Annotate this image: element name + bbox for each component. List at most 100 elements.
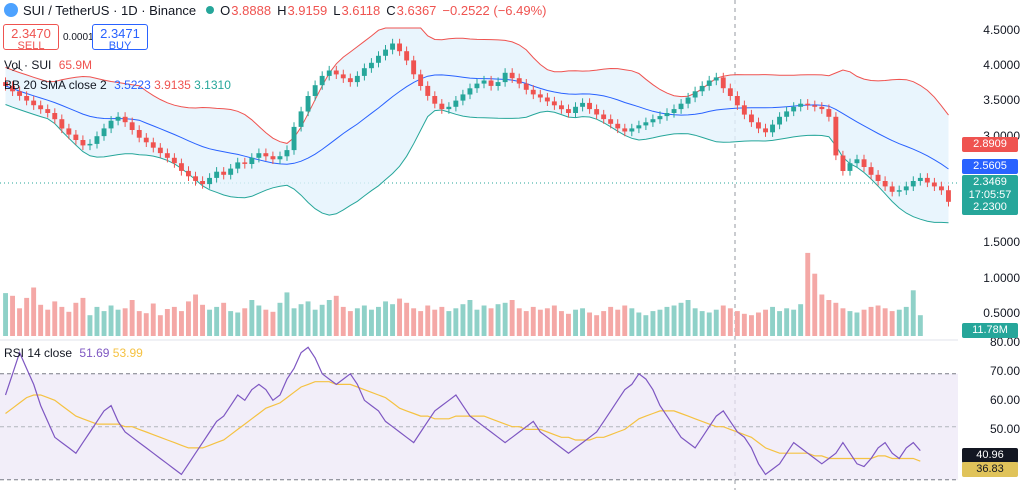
sell-button[interactable]: 2.3470 SELL [3,24,59,52]
volume-bar [488,308,494,336]
candle-body [587,102,592,110]
volume-bar [94,306,100,336]
candle-body [256,153,262,158]
candle-body [200,181,205,185]
volume-bar [24,297,30,336]
volume-bar [319,304,325,336]
candle-body [164,153,170,158]
volume-bar [179,311,184,336]
volume-bar [861,309,867,336]
candle-body [59,119,65,129]
last-price-tag: 2.3469 17:05:57 [962,175,1018,203]
bb-legend[interactable]: BB 20 SMA close 2 3.5223 3.9135 3.1310 [4,78,231,92]
rsi-legend-value: 51.69 [79,346,110,360]
symbol-title[interactable]: SUI / TetherUS · 1D · Binance [23,2,197,18]
candle-body [31,100,37,106]
volume-bar [615,309,621,336]
volume-bar [749,315,754,336]
volume-bar [474,309,480,336]
volume-bar [713,309,719,336]
volume-bar [551,305,557,336]
price-tick-label: 0.5000 [983,306,1020,320]
volume-legend-label: Vol · SUI [4,58,52,72]
volume-bar [523,311,529,336]
volume-tag: 11.78M [962,323,1018,338]
volume-bar [397,298,402,336]
volume-bar [889,311,895,336]
spread-value: 0.0001 [63,32,94,43]
candle-body [523,83,529,90]
candle-body [186,170,191,177]
volume-bar [200,304,205,336]
candle-body [594,109,600,115]
candle-body [136,130,142,138]
candle-body [143,137,149,143]
volume-legend[interactable]: Vol · SUI 65.9M [4,58,92,72]
volume-bar [326,300,332,336]
volume-bar [157,315,163,336]
candle-body [826,109,832,117]
volume-bar [826,300,832,336]
candle-body [291,126,297,151]
low-value: 3.6118 [341,2,381,18]
candle-body [791,106,797,112]
price-tick-label: 4.5000 [983,23,1020,37]
volume-bar [122,308,128,336]
candle-body [340,74,346,79]
rsi-tick-label: 70.00 [989,364,1020,378]
rsi-tag: 40.96 [962,448,1018,463]
candle-body [559,105,564,110]
candle-body [573,106,578,113]
buy-button[interactable]: 2.3471 BUY [92,24,148,52]
candle-body [903,186,909,191]
bb-fill [5,28,949,223]
candle-body [179,163,184,171]
volume-bar [186,301,191,336]
volume-bar [340,306,346,336]
candle-body [242,162,248,164]
volume-bar [608,306,614,336]
candle-body [946,190,951,202]
candle-body [650,119,656,123]
volume-bar [917,315,923,336]
volume-bar [270,311,276,336]
candle-body [129,122,135,130]
volume-bar [361,305,367,336]
market-open-icon [206,6,215,14]
candle-body [3,82,8,86]
candle-body [840,155,846,171]
price-tick-label: 4.0000 [983,58,1020,72]
candle-body [122,116,128,123]
volume-bar [101,311,107,336]
collapse-chevron-icon[interactable]: ︿ [12,61,23,73]
candle-body [495,82,501,86]
rsi-legend-label: RSI 14 close [4,346,73,360]
high-label: H [277,2,287,18]
volume-bar [453,308,459,336]
candle-body [333,70,339,75]
candle-body [376,55,381,63]
volume-bar [291,308,297,336]
rsi-legend-ma: 53.99 [112,346,143,360]
bb-lower-line [5,104,949,224]
candle-body [502,72,508,83]
volume-bar [882,308,888,336]
volume-bar [671,305,677,336]
candle-body [678,103,684,110]
volume-bar [481,305,487,336]
candle-body [354,75,360,83]
candle-body [439,103,445,110]
change-value: −0.2522 (−6.49%) [442,2,547,18]
volume-bar [418,311,424,336]
volume-bar [805,252,811,336]
volume-bar [305,301,311,336]
volume-bar [214,306,220,336]
volume-bar [143,313,149,336]
volume-bar [594,315,600,336]
rsi-legend[interactable]: RSI 14 close 51.69 53.99 [4,346,143,360]
volume-bar [284,292,290,336]
price-tick-label: 1.0000 [983,271,1020,285]
volume-bar [108,305,114,336]
candles [3,38,951,207]
